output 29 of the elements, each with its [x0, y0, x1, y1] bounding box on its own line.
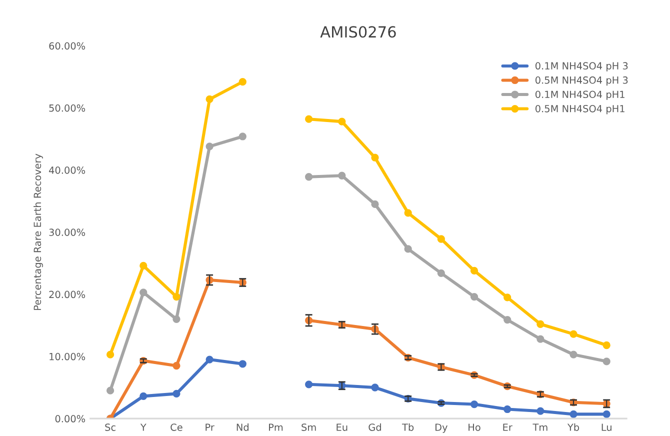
chart-title: AMIS0276: [320, 26, 396, 38]
x-tick-label: Ho: [468, 424, 480, 431]
legend-label: 0.5M NH4SO4 pH 3: [535, 76, 628, 86]
y-axis-title: Percentage Rare Earth Recovery: [34, 154, 43, 310]
x-tick-label: Dy: [436, 424, 448, 433]
x-tick-label: Pm: [269, 424, 283, 431]
y-tick-label: 20.00%: [49, 290, 86, 298]
x-tick-label: Gd: [368, 423, 381, 431]
x-tick-label: Yb: [567, 423, 580, 431]
legend-label: 0.1M NH4SO4 pH1: [535, 90, 624, 100]
x-tick-label: Lu: [602, 424, 612, 431]
y-tick-label: 60.00%: [49, 42, 86, 50]
x-tick-label: Er: [503, 424, 512, 431]
legend-label: 0.1M NH4SO4 pH 3: [535, 62, 628, 72]
y-tick-label: 10.00%: [50, 352, 86, 360]
x-tick-label: Tb: [402, 423, 414, 431]
x-tick-label: Ce: [170, 424, 182, 431]
y-tick-label: 40.00%: [48, 166, 86, 174]
x-tick-label: Eu: [336, 424, 348, 431]
y-tick-label: 30.00%: [49, 228, 86, 236]
y-tick-label: 0.00%: [55, 415, 86, 422]
legend-label: 0.5M NH4SO4 pH1: [535, 104, 624, 114]
x-tick-label: Nd: [236, 423, 248, 431]
x-tick-label: Y: [140, 424, 146, 431]
x-tick-label: Sm: [302, 424, 316, 431]
x-tick-label: Sc: [105, 424, 116, 431]
x-tick-label: Tm: [532, 424, 548, 431]
x-tick-label: Pr: [206, 424, 214, 431]
y-tick-label: 50.00%: [49, 104, 86, 112]
